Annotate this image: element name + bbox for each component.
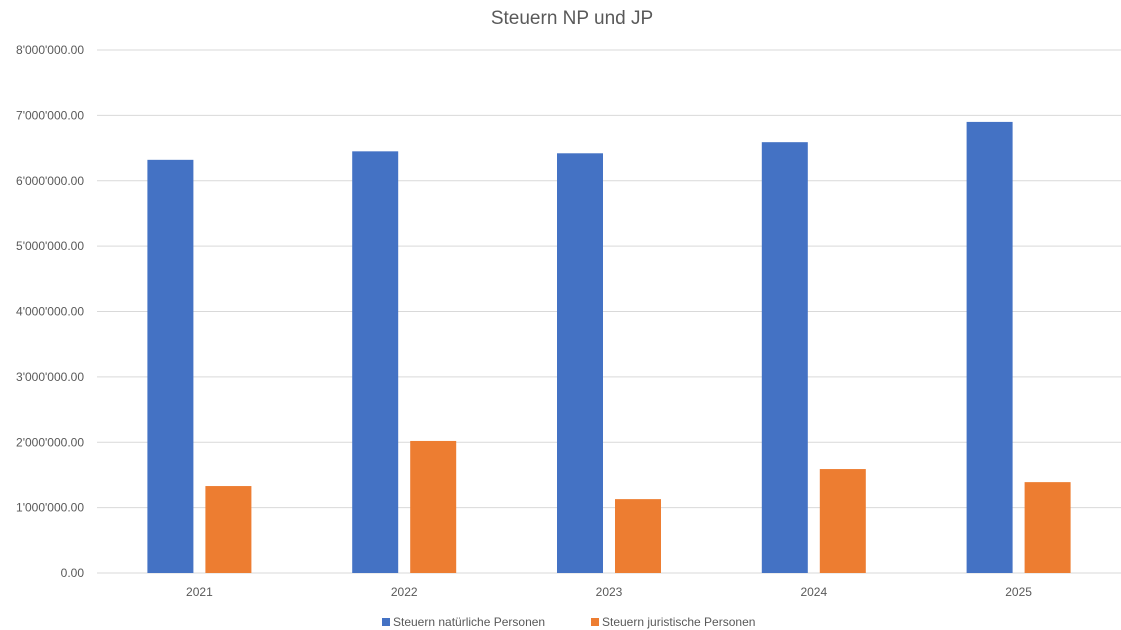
chart-title: Steuern NP und JP — [491, 8, 653, 29]
y-tick-label: 6'000'000.00 — [16, 174, 84, 188]
y-tick-label: 7'000'000.00 — [16, 108, 84, 122]
bar-np-2025 — [966, 121, 1013, 573]
bar-np-2021 — [147, 159, 194, 573]
y-tick-label: 8'000'000.00 — [16, 43, 84, 57]
legend-label: Steuern natürliche Personen — [393, 615, 545, 629]
legend-swatch — [591, 618, 599, 626]
bar-jp-2023 — [615, 499, 661, 573]
y-tick-label: 0.00 — [61, 566, 85, 580]
legend-label: Steuern juristische Personen — [602, 615, 755, 629]
y-axis-tick-labels: 0.00 1'000'000.00 2'000'000.00 3'000'000.00… — [16, 43, 84, 580]
bar-jp-2025 — [1024, 482, 1071, 573]
gridlines — [97, 49, 1121, 574]
x-tick-label: 2025 — [1005, 585, 1032, 599]
x-axis-tick-labels: 2021 2022 2023 2024 2025 — [186, 585, 1032, 599]
x-tick-label: 2022 — [391, 585, 418, 599]
y-tick-label: 4'000'000.00 — [16, 305, 84, 319]
bar-np-2024 — [761, 142, 808, 573]
y-tick-label: 2'000'000.00 — [16, 435, 84, 449]
y-tick-label: 1'000'000.00 — [16, 501, 84, 515]
bar-jp-2021 — [205, 486, 252, 573]
bar-np-2022 — [352, 151, 399, 574]
x-tick-label: 2023 — [596, 585, 623, 599]
bar-np-2023 — [557, 153, 603, 574]
x-tick-label: 2021 — [186, 585, 213, 599]
bars — [147, 121, 1071, 574]
legend: Steuern natürliche Personen Steuern juris… — [382, 615, 755, 629]
legend-swatch — [382, 618, 390, 626]
bar-jp-2022 — [410, 440, 457, 573]
bar-jp-2024 — [819, 469, 866, 573]
y-tick-label: 3'000'000.00 — [16, 370, 84, 384]
x-tick-label: 2024 — [800, 585, 827, 599]
y-tick-label: 5'000'000.00 — [16, 239, 84, 253]
